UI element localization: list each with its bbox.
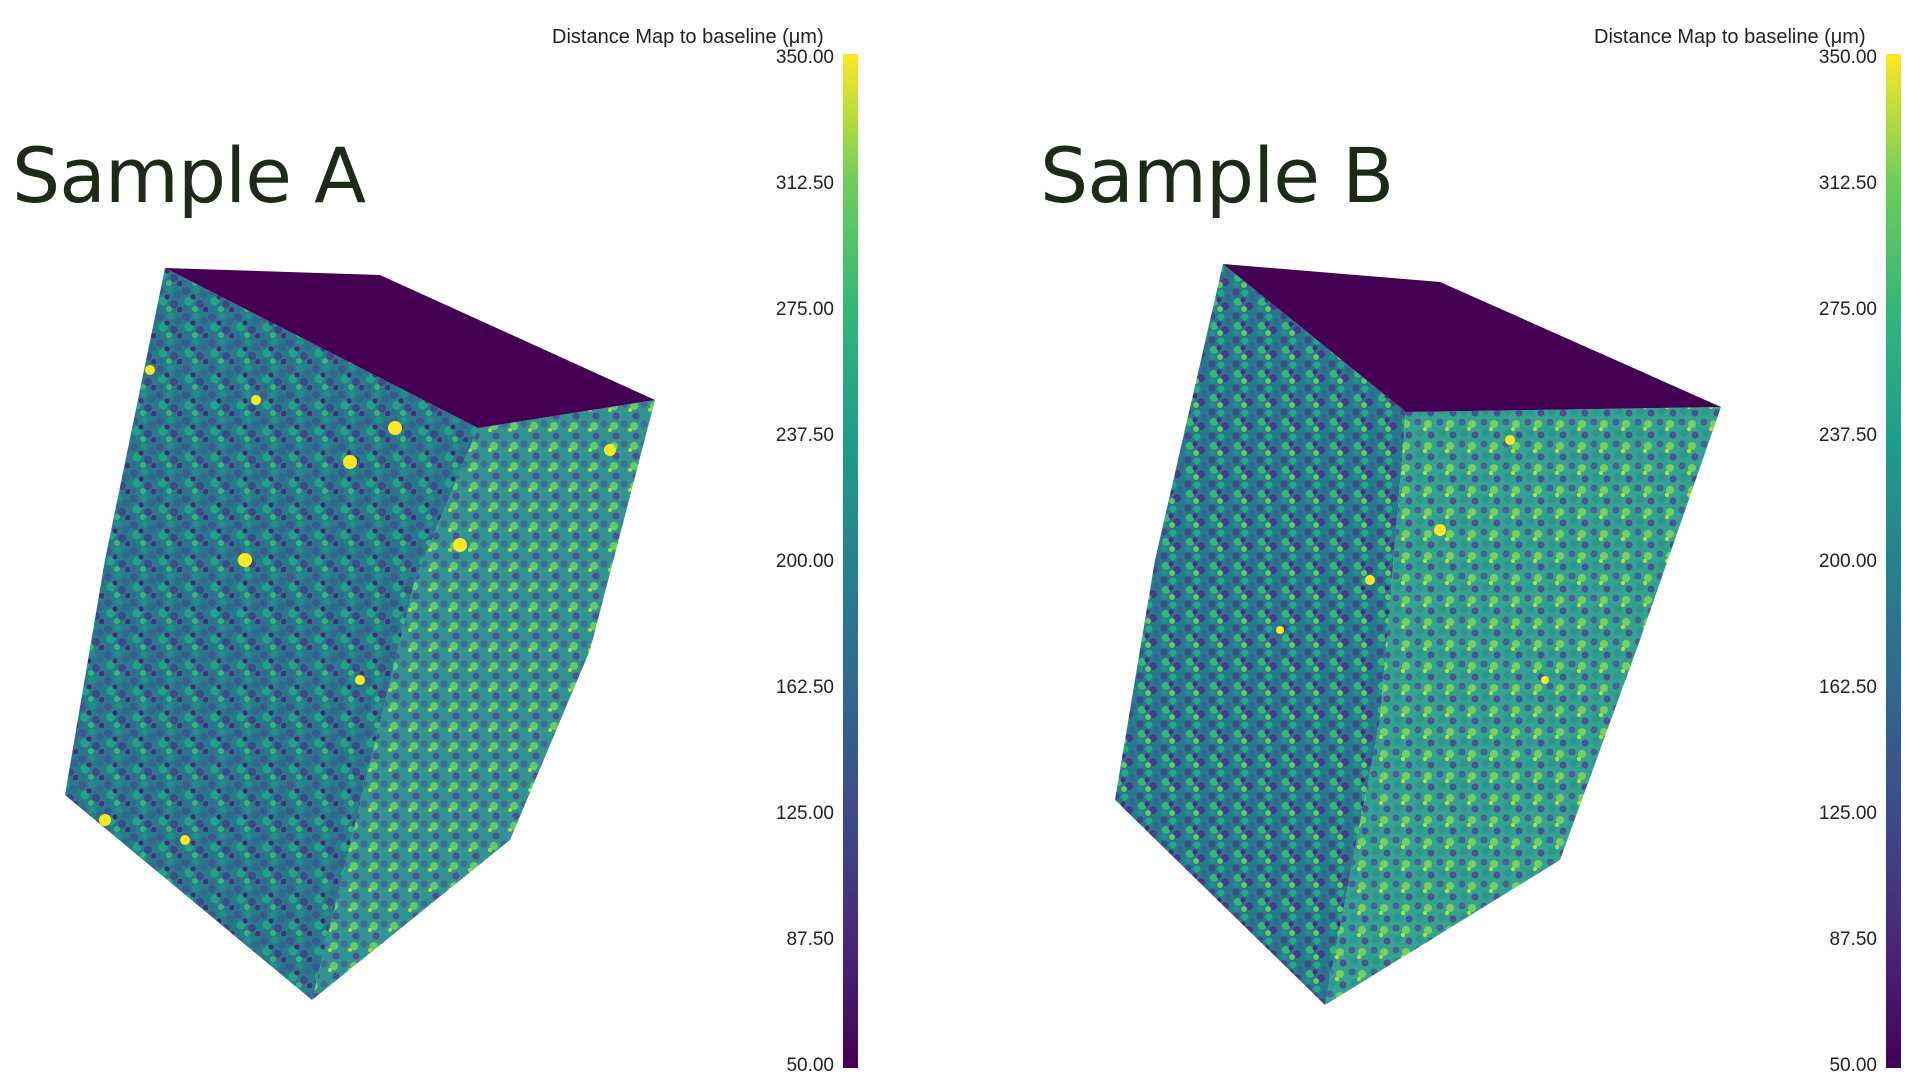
colorbar-tick: 50.00 <box>1829 1055 1877 1076</box>
sample-b-right-face <box>1325 407 1721 1005</box>
colorbar-tick: 162.50 <box>1818 677 1877 698</box>
sample-a-3d-render <box>65 268 655 1000</box>
colorbar-tick: 312.50 <box>775 173 834 194</box>
panel-sample-b: Sample B Distance Map to baseline (μm) 3… <box>1040 0 1909 1088</box>
colorbar-tick: 162.50 <box>775 677 834 698</box>
sample-b-title: Sample B <box>1040 131 1394 220</box>
colorbar-tick: 237.50 <box>775 425 834 446</box>
colorbar-tick: 200.00 <box>1818 551 1877 572</box>
colorbar <box>1886 54 1901 1068</box>
sample-a-highlights <box>99 365 616 845</box>
sample-a-left-face <box>65 268 478 1000</box>
sample-b-top-face <box>1223 264 1721 412</box>
sample-a-title: Sample A <box>12 131 366 220</box>
colorbar-tick: 200.00 <box>775 551 834 572</box>
colorbar-title: Distance Map to baseline (μm) <box>1594 26 1866 48</box>
sample-b-3d-render <box>1115 264 1721 1005</box>
colorbar-tick: 50.00 <box>786 1055 834 1076</box>
colorbar-tick: 275.00 <box>1818 299 1877 320</box>
colorbar-tick: 350.00 <box>1818 47 1877 68</box>
colorbar-tick: 125.00 <box>775 803 834 824</box>
sample-b-highlights <box>1276 435 1549 684</box>
colorbar-tick: 350.00 <box>775 47 834 68</box>
colorbar-tick: 87.50 <box>786 929 834 950</box>
colorbar-tick: 275.00 <box>775 299 834 320</box>
colorbar-tick: 237.50 <box>1818 425 1877 446</box>
colorbar-title: Distance Map to baseline (μm) <box>552 26 824 48</box>
colorbar-tick: 312.50 <box>1818 173 1877 194</box>
sample-a-right-face <box>312 400 655 1000</box>
colorbar <box>843 54 858 1068</box>
panel-sample-a: Sample A Distance Map to baseline (μm) 3… <box>0 0 860 1088</box>
colorbar-tick: 87.50 <box>1829 929 1877 950</box>
sample-b-left-face <box>1115 264 1406 1005</box>
colorbar-tick: 125.00 <box>1818 803 1877 824</box>
sample-a-top-face <box>165 268 655 428</box>
